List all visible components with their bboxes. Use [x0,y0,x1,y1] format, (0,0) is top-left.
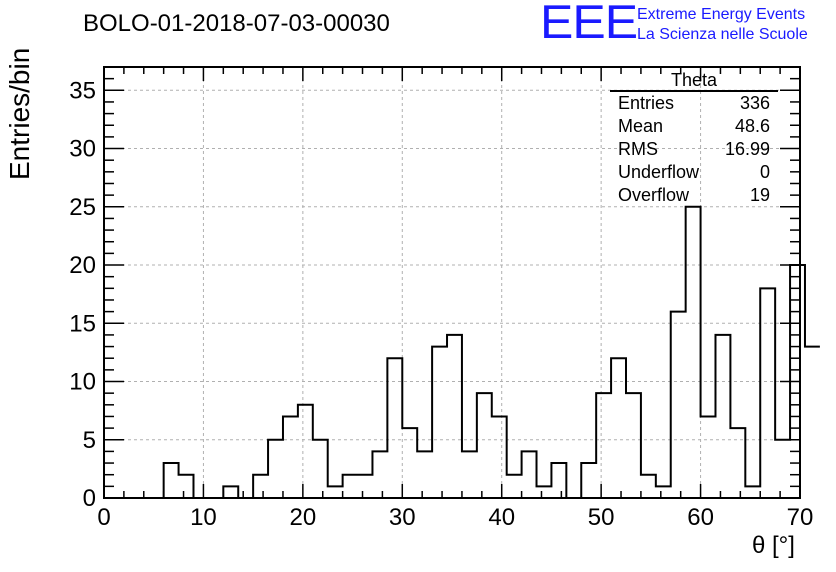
logo-line-2: La Scienza nelle Scuole [637,26,808,43]
stats-value: 19 [749,185,770,205]
x-tick-label: 10 [190,504,217,531]
logo-line-1: Extreme Energy Events [637,6,806,23]
stats-value: 336 [739,93,770,113]
x-tick-label: 60 [687,504,714,531]
x-tick-label: 40 [488,504,515,531]
stats-row-mean: Mean 48.6 [610,115,778,138]
y-axis-label: Entries/bin [4,47,35,180]
y-tick-label: 15 [69,310,96,337]
x-tick-label: 70 [787,504,814,531]
stats-row-entries: Entries 336 [610,92,778,115]
stats-row-underflow: Underflow 0 [610,161,778,184]
y-tick-label: 30 [69,136,96,163]
chart-title: BOLO-01-2018-07-03-00030 [83,10,390,37]
stats-box: Theta Entries 336 Mean 48.6 RMS 16.99 Underflo… [610,70,778,207]
y-tick-label: 5 [83,427,96,454]
x-axis-label: θ [°] [752,532,795,559]
y-tick-label: 25 [69,194,96,221]
x-tick-label: 20 [290,504,317,531]
x-tick-label: 0 [97,504,110,531]
x-tick-label: 50 [588,504,615,531]
axis-ticks [103,66,801,499]
stats-value: 48.6 [734,116,770,136]
stats-value: 0 [759,162,770,182]
stats-label: Entries [618,93,675,113]
grid-lines [104,67,800,498]
y-tick-label: 10 [69,369,96,396]
plot-border [103,66,801,499]
stats-value: 16.99 [724,139,770,159]
stats-row-rms: RMS 16.99 [610,138,778,161]
stats-row-overflow: Overflow 19 [610,184,778,207]
eee-logo-mark: EEE [540,0,638,49]
stats-label: Underflow [618,162,700,182]
stats-title: Theta [610,70,778,92]
stats-label: Mean [618,116,664,136]
y-tick-label: 20 [69,252,96,279]
tick-labels: 0 10 20 30 40 50 60 70 0 5 10 15 20 25 30 35 [69,77,813,531]
plot-frame [103,66,801,499]
x-tick-label: 30 [389,504,416,531]
histogram-outline [104,205,820,499]
y-tick-label: 35 [69,77,96,104]
y-tick-label: 0 [83,485,96,512]
stats-label: Overflow [618,185,690,205]
stats-label: RMS [618,139,658,159]
